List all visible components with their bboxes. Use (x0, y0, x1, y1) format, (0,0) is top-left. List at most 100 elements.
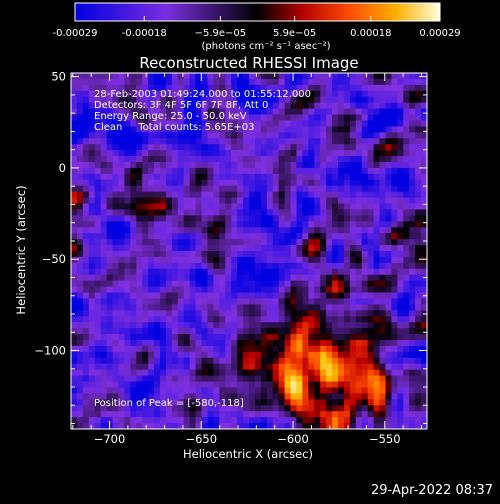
heatmap-cell (385, 102, 392, 109)
heatmap-cell (100, 286, 107, 293)
heatmap-cell (112, 215, 119, 222)
heatmap-cell (148, 262, 155, 270)
heatmap-cell (302, 73, 309, 80)
heatmap-cell (82, 268, 90, 276)
heatmap-cell (314, 274, 321, 282)
heatmap-cell (160, 245, 167, 252)
heatmap-cell (397, 197, 404, 204)
heatmap-cell (397, 239, 404, 246)
heatmap-cell (373, 132, 380, 139)
heatmap-cell (177, 90, 185, 98)
heatmap-cell (201, 185, 208, 193)
heatmap-cell (266, 328, 274, 335)
heatmap-cell (165, 411, 173, 418)
heatmap-cell (409, 381, 416, 388)
heatmap-cell (266, 233, 274, 240)
heatmap-cell (367, 393, 374, 400)
heatmap-cell (254, 322, 262, 329)
heatmap-cell (355, 90, 363, 98)
heatmap-cell (332, 90, 339, 98)
heatmap-cell (213, 221, 220, 228)
heatmap-cell (361, 262, 369, 270)
heatmap-cell (367, 387, 374, 394)
heatmap-cell (76, 328, 84, 335)
heatmap-cell (284, 239, 291, 246)
heatmap-cell (343, 233, 351, 240)
heatmap-cell (171, 369, 179, 376)
heatmap-cell (409, 375, 416, 382)
heatmap-cell (171, 274, 179, 282)
heatmap-cell (349, 215, 357, 222)
heatmap-cell (148, 334, 155, 341)
heatmap-cell (76, 150, 84, 157)
heatmap-cell (296, 150, 303, 157)
heatmap-cell (314, 292, 321, 299)
heatmap-cell (355, 280, 363, 287)
heatmap-cell (195, 292, 202, 299)
heatmap-cell (338, 399, 345, 406)
heatmap-cell (278, 179, 285, 187)
heatmap-cell (409, 173, 416, 181)
heatmap-cell (361, 423, 369, 429)
heatmap-cell (243, 96, 250, 104)
heatmap-cell (82, 156, 90, 163)
heatmap-cell (154, 375, 161, 382)
heatmap-cell (94, 221, 102, 228)
heatmap-cell (278, 215, 285, 222)
heatmap-cell (409, 108, 416, 115)
heatmap-cell (165, 322, 173, 329)
heatmap-cell (106, 405, 113, 412)
heatmap-cell (100, 268, 107, 276)
heatmap-cell (71, 173, 78, 181)
heatmap-cell (320, 298, 327, 305)
heatmap-cell (201, 381, 208, 388)
heatmap-cell (124, 256, 131, 264)
heatmap-cell (201, 132, 208, 139)
heatmap-cell (94, 233, 102, 240)
heatmap-cell (249, 268, 256, 276)
heatmap-cell (343, 345, 351, 353)
heatmap-cell (290, 274, 297, 282)
heatmap-cell (361, 96, 369, 104)
heatmap-cell (338, 167, 345, 175)
heatmap-cell (71, 381, 78, 388)
heatmap-cell (254, 316, 262, 323)
heatmap-cell (266, 423, 274, 429)
heatmap-cell (314, 221, 321, 228)
heatmap-cell (154, 156, 161, 163)
heatmap-cell (88, 298, 96, 305)
heatmap-cell (349, 162, 357, 169)
heatmap-cell (391, 84, 398, 92)
heatmap-cell (165, 357, 173, 365)
heatmap-cell (201, 167, 208, 175)
heatmap-cell (290, 179, 297, 187)
heatmap-cell (373, 126, 380, 133)
heatmap-cell (76, 215, 84, 222)
heatmap-cell (284, 126, 291, 133)
heatmap-cell (94, 197, 102, 204)
heatmap-cell (165, 90, 173, 98)
heatmap-cell (171, 363, 179, 371)
heatmap-cell (272, 156, 280, 163)
heatmap-cell (201, 399, 208, 406)
heatmap-cell (415, 363, 422, 371)
heatmap-cell (249, 393, 256, 400)
heatmap-cell (361, 251, 369, 258)
heatmap-cell (160, 90, 167, 98)
heatmap-cell (225, 363, 232, 371)
heatmap-cell (225, 138, 232, 145)
heatmap-cell (385, 73, 392, 80)
heatmap-cell (213, 173, 220, 181)
heatmap-cell (71, 239, 78, 246)
heatmap-cell (409, 73, 416, 80)
heatmap-cell (148, 393, 155, 400)
heatmap-cell (124, 173, 131, 181)
heatmap-cell (296, 114, 303, 121)
heatmap-cell (343, 173, 351, 181)
heatmap-cell (332, 316, 339, 323)
heatmap-cell (160, 334, 167, 341)
heatmap-cell (148, 375, 155, 382)
heatmap-cell (272, 185, 280, 193)
heatmap-cell (82, 316, 90, 323)
heatmap-cell (243, 197, 250, 204)
